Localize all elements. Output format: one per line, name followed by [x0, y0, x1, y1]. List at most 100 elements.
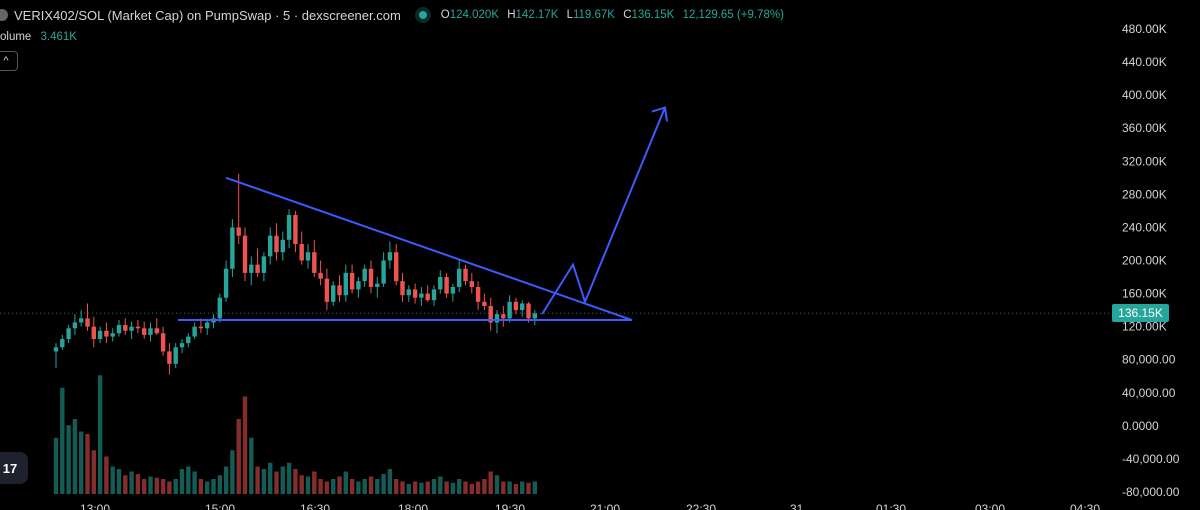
y-tick-label: 40,000.00 — [1122, 386, 1176, 400]
volume-label: olume — [0, 31, 32, 43]
candle-body — [123, 324, 128, 331]
volume-bar — [375, 479, 380, 494]
volume-bar — [230, 450, 235, 494]
volume-bar — [425, 481, 430, 494]
volume-bar — [400, 481, 405, 494]
x-tick-label: 03:00 — [975, 502, 1005, 510]
volume-bar — [387, 469, 393, 494]
candle-body — [532, 313, 537, 319]
trendline-drawings[interactable] — [178, 106, 668, 322]
candle-body — [268, 235, 273, 257]
candlesticks — [53, 173, 537, 375]
y-tick-label: 400.00K — [1122, 88, 1167, 102]
volume-bar — [123, 475, 128, 494]
candle-body — [349, 272, 355, 290]
volume-bar — [463, 481, 468, 494]
volume-bar — [293, 469, 298, 494]
volume-bar — [412, 481, 418, 494]
volume-bar — [142, 479, 147, 494]
volume-bar — [318, 479, 323, 494]
arrow-head-icon — [651, 106, 668, 122]
candle-body — [72, 322, 78, 329]
volume-bar — [261, 469, 267, 494]
volume-bar — [494, 475, 500, 494]
candle-body — [331, 285, 336, 302]
volume-bar — [160, 479, 166, 494]
volume-bar — [532, 481, 537, 494]
candle-body — [425, 293, 430, 301]
x-tick-label: 31 — [790, 502, 804, 510]
candle-body — [198, 326, 204, 329]
volume-bar — [431, 479, 437, 494]
candle-body — [482, 301, 487, 306]
volume-bar — [167, 481, 172, 494]
candle-body — [513, 301, 519, 311]
candle-body — [154, 328, 159, 334]
candle-body — [494, 314, 500, 323]
volume-bar — [337, 476, 342, 494]
volume-bar — [242, 396, 248, 494]
volume-bar — [173, 479, 178, 494]
volume-bar — [286, 462, 292, 494]
projected-breakout-path[interactable] — [541, 107, 666, 315]
candle-body — [91, 326, 96, 340]
y-tick-label: 280.00K — [1122, 187, 1167, 201]
candle-body — [167, 351, 172, 364]
high-value: 142.17K — [515, 9, 559, 21]
volume-bar — [268, 462, 273, 494]
time-axis[interactable]: 13:00 15:00 16:30 18:00 19:30 21:00 22:30 31 01:… — [80, 502, 1100, 510]
volume-bar — [154, 477, 159, 494]
volume-bar — [488, 471, 493, 494]
resistance-trendline[interactable] — [225, 176, 633, 321]
y-tick-label: 360.00K — [1122, 121, 1167, 135]
y-tick-label: -80,000.00 — [1122, 485, 1180, 499]
low-value: 119.67K — [572, 9, 615, 21]
x-tick-label: 01:30 — [876, 502, 906, 510]
x-tick-label: 22:30 — [686, 502, 716, 510]
candle-body — [104, 330, 109, 337]
candle-body — [520, 303, 525, 311]
volume-bar — [129, 471, 134, 494]
chevron-up-icon: ^ — [3, 55, 9, 67]
candle-body — [179, 343, 185, 348]
symbol-icon — [0, 9, 8, 21]
volume-bar — [501, 481, 506, 494]
volume-bar — [205, 481, 210, 494]
volume-bar — [91, 450, 96, 494]
volume-bar — [110, 466, 115, 494]
volume-bar — [343, 471, 348, 494]
x-tick-label: 18:00 — [398, 502, 428, 510]
y-tick-label: 320.00K — [1122, 154, 1167, 168]
candle-body — [205, 322, 210, 329]
candle-body — [450, 286, 456, 294]
candle-body — [255, 264, 260, 273]
price-axis[interactable]: 480.00K 440.00K 400.00K 360.00K 320.00K 280.0… — [1122, 22, 1180, 499]
candle-body — [186, 336, 191, 344]
volume-bar — [97, 375, 103, 494]
volume-bar — [312, 471, 317, 494]
candle-body — [337, 285, 342, 296]
volume-bar — [444, 481, 449, 494]
x-tick-label: 04:30 — [1070, 502, 1100, 510]
candle-body — [217, 297, 222, 319]
candle-body — [230, 227, 235, 269]
candle-body — [312, 252, 317, 273]
x-tick-label: 16:30 — [300, 502, 330, 510]
candle-body — [488, 305, 493, 323]
collapse-legend-button[interactable]: ^ — [0, 51, 18, 71]
candle-body — [412, 289, 418, 298]
candle-body — [356, 281, 361, 290]
volume-bar — [135, 474, 141, 494]
volume-bar — [381, 474, 386, 494]
tradingview-logo[interactable]: 17 — [0, 452, 28, 484]
volume-bar — [198, 479, 204, 494]
open-value: 124.020K — [449, 9, 499, 21]
y-tick-label: 440.00K — [1122, 55, 1167, 69]
last-price-tag: 136.15K — [1112, 304, 1169, 322]
candle-body — [299, 243, 304, 261]
candle-body — [431, 289, 437, 301]
volume-bar — [60, 387, 65, 494]
candle-body — [526, 303, 531, 319]
volume-bar — [249, 437, 254, 494]
